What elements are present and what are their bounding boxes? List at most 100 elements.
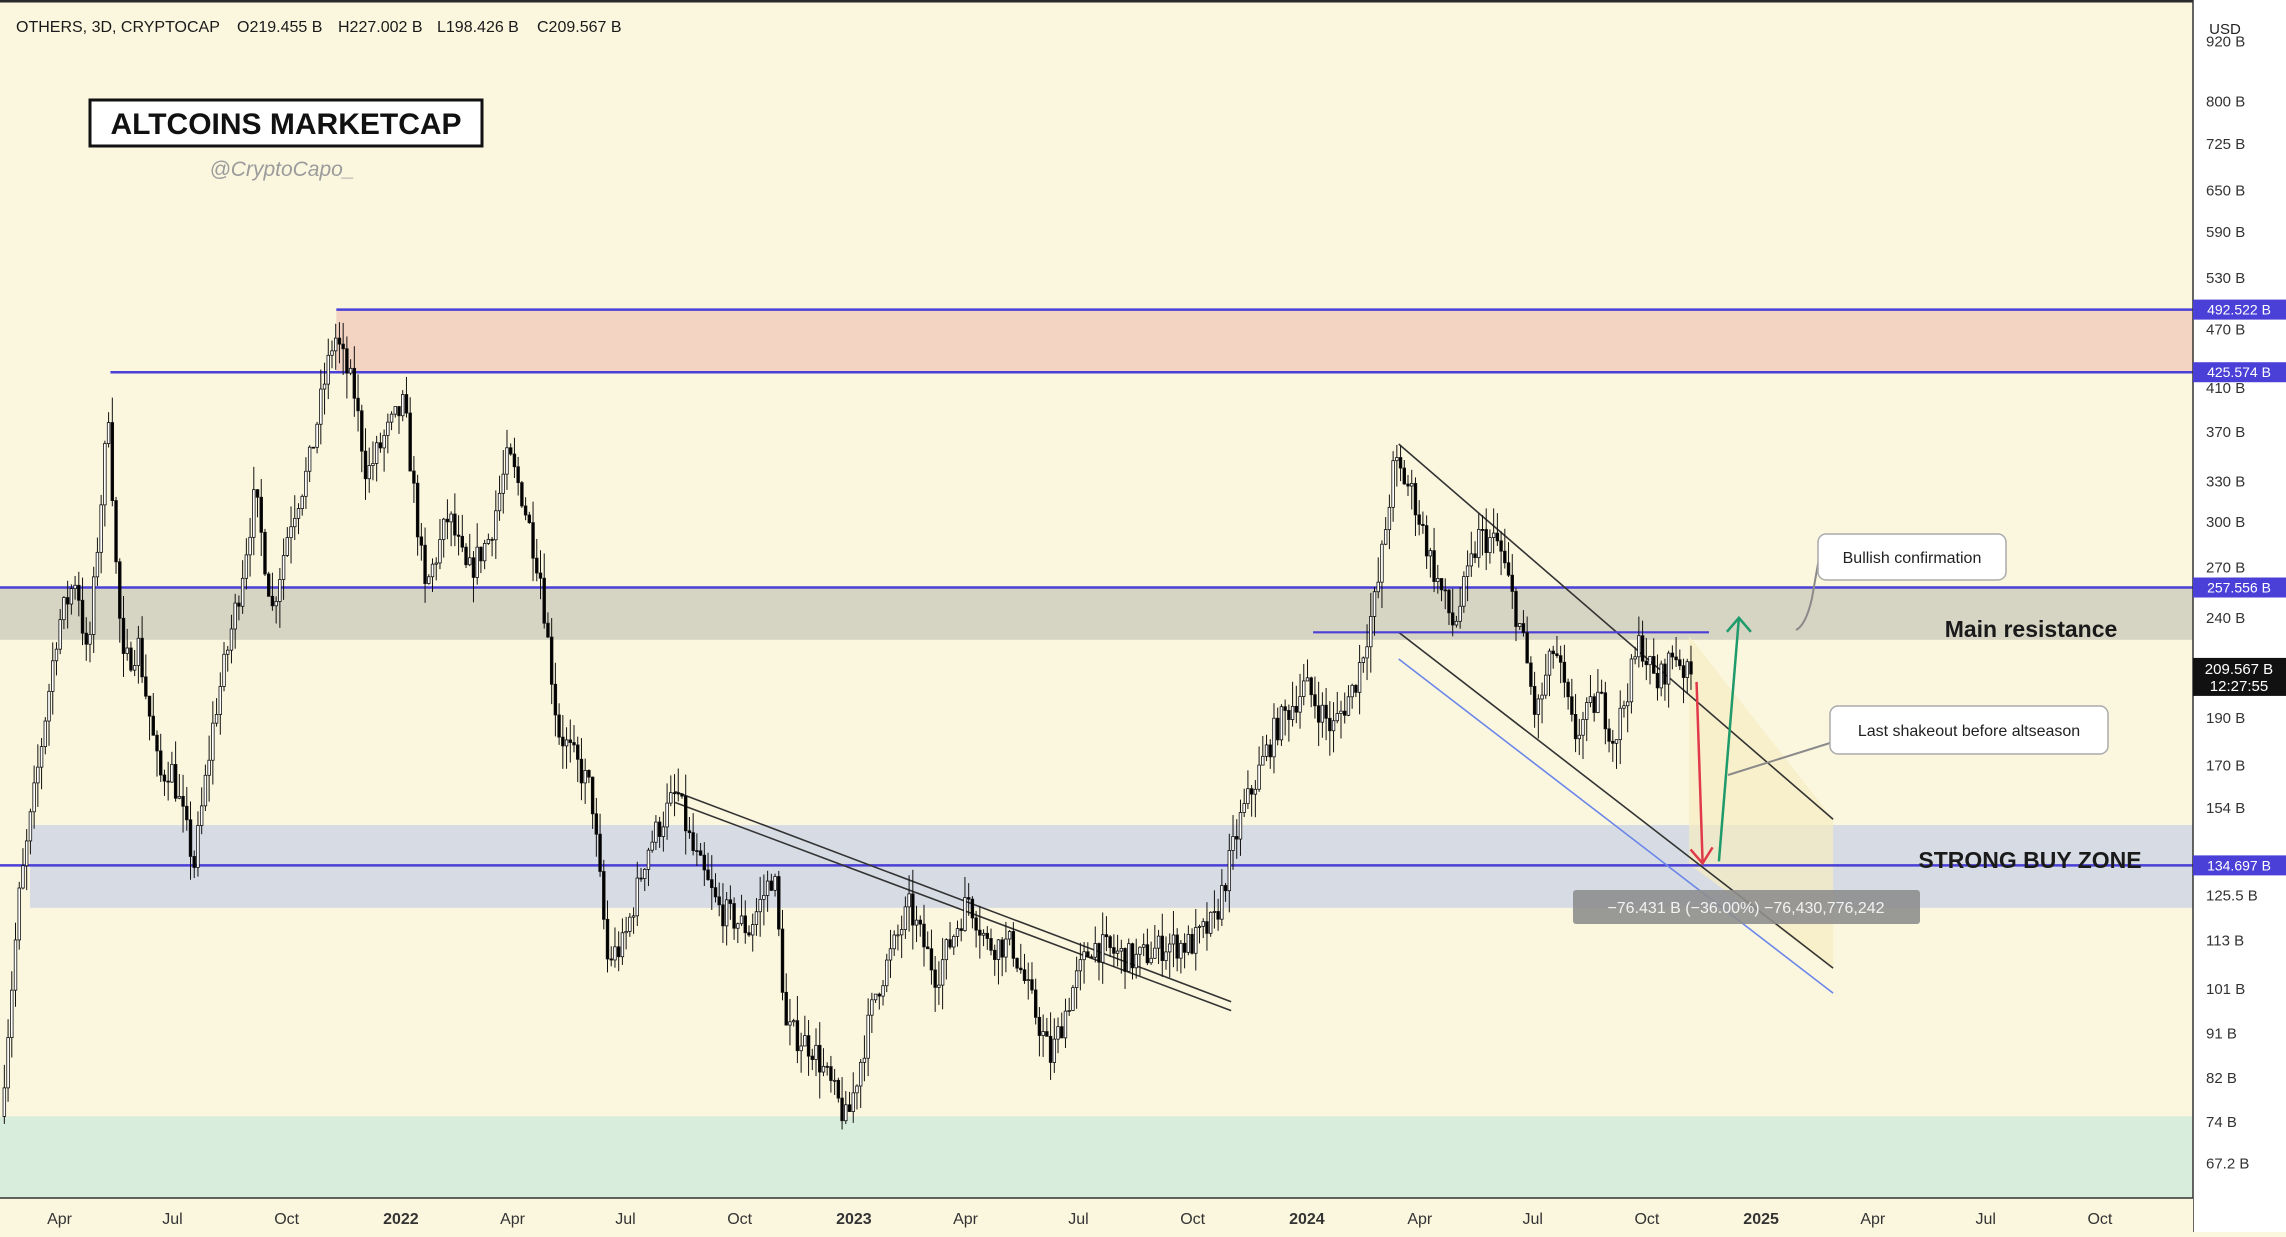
candle-body bbox=[103, 443, 107, 506]
candle-body bbox=[1428, 550, 1433, 557]
candle-body bbox=[490, 538, 494, 541]
candle-body bbox=[1197, 925, 1202, 928]
candle-body bbox=[1614, 739, 1619, 744]
bottom-zone-zone bbox=[0, 1116, 2193, 1198]
candle-body bbox=[32, 782, 36, 813]
candle-body bbox=[1436, 578, 1440, 582]
candle-body bbox=[993, 949, 997, 960]
candle-body bbox=[989, 938, 993, 951]
candle-body bbox=[1380, 543, 1384, 583]
candle-body bbox=[926, 946, 930, 950]
level-badge-text: 257.556 B bbox=[2207, 580, 2271, 596]
candle-body bbox=[1298, 696, 1302, 713]
candle-body bbox=[795, 1020, 800, 1052]
candle-body bbox=[319, 388, 323, 425]
candle-body bbox=[266, 573, 271, 597]
last-price-text: 209.567 B bbox=[2205, 661, 2273, 678]
candle-body bbox=[710, 879, 714, 889]
candle-body bbox=[1171, 934, 1176, 945]
candle-body bbox=[888, 948, 893, 961]
candle-body bbox=[1447, 589, 1451, 614]
candle-body bbox=[147, 695, 152, 717]
candle-body bbox=[1406, 483, 1410, 487]
candle-body bbox=[1212, 911, 1217, 913]
candle-body bbox=[1067, 1010, 1071, 1012]
candle-body bbox=[84, 632, 88, 645]
candle-body bbox=[382, 434, 386, 449]
y-tick-label: 113 B bbox=[2206, 933, 2244, 950]
candle-body bbox=[1477, 529, 1481, 559]
candle-body bbox=[576, 744, 580, 760]
candle-body bbox=[259, 496, 263, 533]
candle-body bbox=[6, 1037, 10, 1089]
candle-body bbox=[587, 770, 591, 778]
candle-body bbox=[1119, 948, 1124, 952]
candle-body bbox=[881, 985, 885, 997]
candle-body bbox=[285, 537, 290, 556]
candle-body bbox=[944, 939, 949, 961]
x-tick-label: Apr bbox=[47, 1211, 73, 1228]
candle-body bbox=[940, 959, 945, 986]
candle-body bbox=[654, 821, 658, 843]
candle-body bbox=[799, 1045, 803, 1052]
candle-body bbox=[1037, 1016, 1042, 1036]
candle-body bbox=[188, 819, 193, 857]
candle-body bbox=[1544, 674, 1548, 696]
candle-body bbox=[873, 993, 878, 1001]
candle-body bbox=[1134, 953, 1138, 969]
candle-body bbox=[520, 482, 524, 507]
candle-body bbox=[1305, 677, 1310, 682]
candle-body bbox=[635, 877, 639, 917]
level-badge-134-697 bbox=[2193, 855, 2286, 876]
y-tick-label: 91 B bbox=[2206, 1026, 2237, 1043]
candle-body bbox=[1104, 934, 1109, 938]
candle-body bbox=[240, 577, 245, 607]
candle-body bbox=[829, 1066, 833, 1081]
candle-body bbox=[393, 406, 397, 415]
candle-body bbox=[1562, 661, 1567, 683]
candle-body bbox=[1331, 720, 1336, 732]
candle-body bbox=[464, 546, 468, 566]
candle-body bbox=[341, 343, 345, 350]
candle-body bbox=[185, 805, 189, 821]
candle-body bbox=[568, 739, 572, 743]
y-tick-label: 154 B bbox=[2206, 800, 2245, 817]
candle-body bbox=[1663, 663, 1667, 685]
candle-body bbox=[806, 1035, 811, 1057]
header-high: H227.002 B bbox=[338, 19, 423, 36]
candle-body bbox=[162, 774, 167, 782]
candle-body bbox=[1506, 562, 1511, 576]
candle-body bbox=[1391, 460, 1395, 508]
candle-body bbox=[1007, 931, 1012, 940]
candle-body bbox=[237, 602, 241, 607]
candle-body bbox=[445, 518, 450, 523]
candle-body bbox=[1138, 946, 1142, 955]
candle-body bbox=[415, 482, 420, 538]
candle-body bbox=[1235, 836, 1239, 840]
x-tick-label: Oct bbox=[2087, 1211, 2112, 1228]
candle-body bbox=[1339, 710, 1343, 714]
candle-body bbox=[538, 572, 543, 579]
candle-body bbox=[877, 993, 882, 997]
x-tick-label: 2025 bbox=[1743, 1211, 1779, 1228]
candle-body bbox=[1607, 728, 1611, 742]
candle-body bbox=[475, 546, 479, 578]
candle-body bbox=[427, 576, 431, 584]
candle-body bbox=[583, 770, 587, 784]
candle-body bbox=[743, 915, 747, 934]
candle-body bbox=[289, 526, 293, 539]
candle-body bbox=[1655, 672, 1660, 689]
candle-body bbox=[1592, 696, 1596, 713]
candle-body bbox=[270, 595, 275, 607]
x-tick-label: Apr bbox=[1860, 1211, 1886, 1228]
candle-body bbox=[17, 887, 21, 941]
y-tick-label: 920 B bbox=[2206, 34, 2245, 51]
x-tick-label: 2023 bbox=[836, 1211, 872, 1228]
y-tick-label: 67.2 B bbox=[2206, 1155, 2249, 1172]
candle-body bbox=[69, 588, 74, 605]
candle-body bbox=[892, 934, 896, 950]
candle-body bbox=[531, 522, 535, 559]
candle-body bbox=[1115, 950, 1120, 954]
candle-body bbox=[1510, 574, 1514, 592]
